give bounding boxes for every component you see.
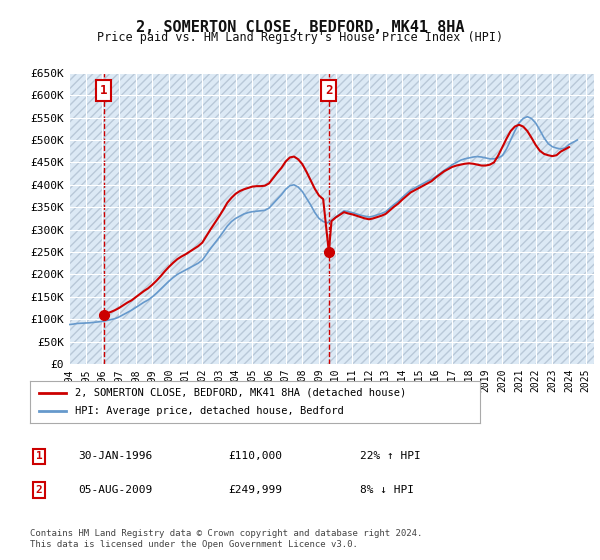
Text: 2, SOMERTON CLOSE, BEDFORD, MK41 8HA (detached house): 2, SOMERTON CLOSE, BEDFORD, MK41 8HA (de… xyxy=(75,388,406,398)
Text: 1: 1 xyxy=(35,451,43,461)
Text: £110,000: £110,000 xyxy=(228,451,282,461)
Text: HPI: Average price, detached house, Bedford: HPI: Average price, detached house, Bedf… xyxy=(75,406,344,416)
Text: 22% ↑ HPI: 22% ↑ HPI xyxy=(360,451,421,461)
Text: 2, SOMERTON CLOSE, BEDFORD, MK41 8HA: 2, SOMERTON CLOSE, BEDFORD, MK41 8HA xyxy=(136,20,464,35)
Text: Contains HM Land Registry data © Crown copyright and database right 2024.
This d: Contains HM Land Registry data © Crown c… xyxy=(30,529,422,549)
Text: 8% ↓ HPI: 8% ↓ HPI xyxy=(360,485,414,495)
Text: 2: 2 xyxy=(325,84,332,97)
Text: 30-JAN-1996: 30-JAN-1996 xyxy=(78,451,152,461)
Text: £249,999: £249,999 xyxy=(228,485,282,495)
Text: 05-AUG-2009: 05-AUG-2009 xyxy=(78,485,152,495)
Text: Price paid vs. HM Land Registry's House Price Index (HPI): Price paid vs. HM Land Registry's House … xyxy=(97,31,503,44)
Text: 1: 1 xyxy=(100,84,107,97)
Text: 2: 2 xyxy=(35,485,43,495)
